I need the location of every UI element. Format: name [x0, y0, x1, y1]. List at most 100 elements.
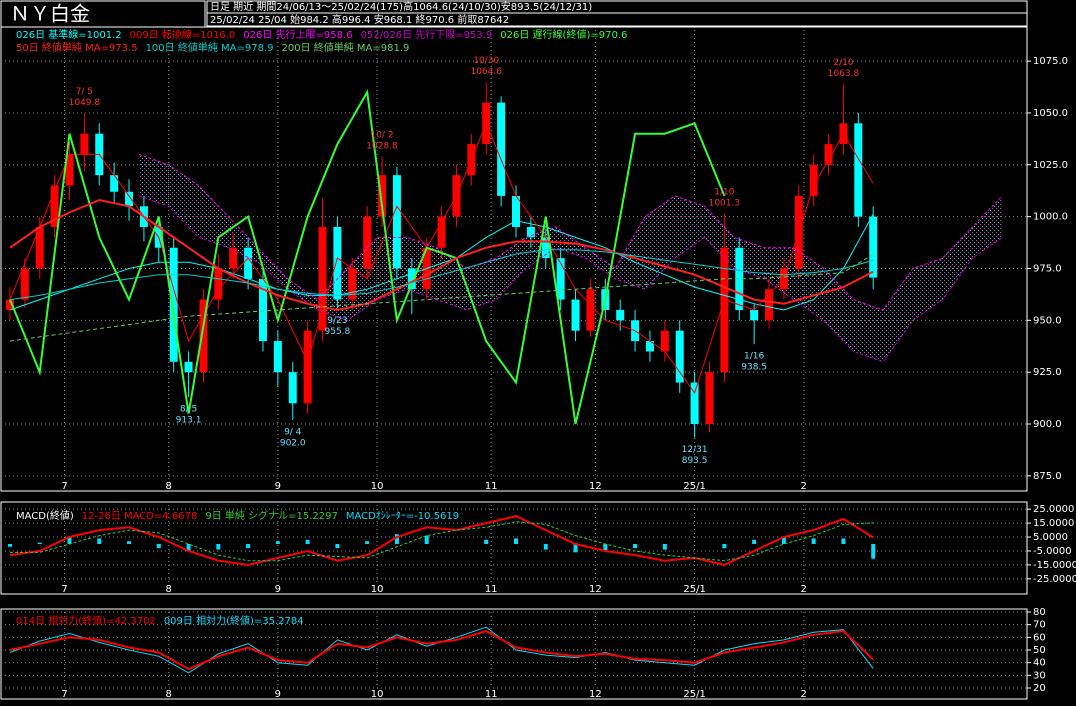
x-tick-label: 11 — [485, 584, 498, 595]
candle-body — [541, 237, 550, 259]
histogram-bar — [335, 544, 340, 549]
candle-body — [273, 341, 282, 373]
x-tick-label: 8 — [166, 481, 172, 492]
candle-body — [363, 216, 372, 269]
y-tick-label: 60 — [1033, 632, 1046, 643]
candle-body — [214, 268, 223, 300]
series-line — [138, 153, 1003, 311]
candle-body — [80, 133, 89, 155]
histogram-bar — [97, 538, 102, 544]
candle-body — [5, 299, 14, 310]
x-tick-label: 25/1 — [683, 689, 705, 700]
candle-body — [184, 361, 193, 373]
candle-body — [199, 299, 208, 373]
histogram-bar — [573, 544, 578, 553]
x-tick-label: 12 — [589, 481, 602, 492]
y-tick-label: 50 — [1033, 645, 1046, 656]
histogram-bar — [37, 542, 42, 544]
candle-body — [765, 289, 774, 321]
x-tick-label: 8 — [166, 584, 172, 595]
legend-entry: 50日 終値単純 MA=973.5 — [16, 41, 138, 54]
candle-body — [288, 372, 297, 404]
legend-entry: MACD(終値) — [16, 509, 74, 522]
annotation-value: 1049.8 — [69, 98, 101, 108]
x-tick-label: 25/1 — [683, 481, 705, 492]
histogram-bar — [216, 544, 221, 550]
annotation-value: 1064.6 — [470, 67, 502, 77]
series-line — [9, 249, 874, 301]
x-tick-label: 2 — [801, 689, 807, 700]
y-tick-label: 20 — [1033, 683, 1046, 694]
histogram-bar — [127, 541, 132, 544]
annotation-value: 1063.8 — [828, 69, 860, 79]
y-tick-label: 1000.0 — [1033, 212, 1068, 223]
candle-body — [303, 330, 312, 404]
annotation-value: 902.0 — [280, 438, 306, 448]
histogram-bar — [365, 541, 370, 544]
candle-body — [244, 247, 253, 279]
y-tick-label: 1075.0 — [1033, 56, 1068, 67]
y-tick-label: 875.0 — [1033, 471, 1062, 482]
histogram-bar — [722, 544, 727, 549]
histogram-bar — [186, 544, 191, 551]
annotation-value: 893.5 — [682, 456, 708, 466]
histogram-bar — [514, 538, 518, 544]
candle-body — [660, 330, 669, 352]
legend-entry: 200日 終値単純 MA=981.9 — [281, 41, 409, 54]
annotation-date: 8/ 5 — [180, 404, 197, 414]
candle-body — [586, 289, 595, 331]
y-tick-label: 80 — [1033, 607, 1046, 618]
histogram-bar — [484, 539, 489, 544]
candle-body — [705, 372, 714, 425]
y-tick-label: 1025.0 — [1033, 160, 1068, 171]
annotation-date: 1/10 — [714, 187, 734, 197]
histogram-bar — [662, 544, 667, 550]
histogram-bar — [67, 537, 72, 544]
candle-body — [571, 299, 580, 331]
annotation-date: 1/16 — [744, 352, 764, 362]
x-tick-label: 25/1 — [683, 584, 705, 595]
x-tick-label: 9 — [275, 481, 281, 492]
histogram-bar — [543, 544, 548, 550]
series-line — [9, 253, 874, 342]
candle-body — [809, 164, 818, 196]
histogram-bar — [275, 541, 280, 544]
candle-body — [735, 247, 744, 310]
annotation-date: 12/31 — [682, 445, 708, 455]
candle-body — [318, 227, 327, 331]
x-tick-label: 11 — [485, 689, 498, 700]
legend-entry: 052/026日 先行下限=953.9 — [361, 28, 493, 41]
annotation-value: 938.5 — [741, 363, 767, 373]
candle-body — [556, 258, 565, 300]
candle-body — [497, 102, 506, 196]
histogram-bar — [781, 537, 786, 544]
x-tick-label: 8 — [166, 689, 172, 700]
candle-body — [125, 191, 134, 207]
candle-body — [854, 123, 863, 217]
legend-entry: 12-26日 MACD=4.6678 — [82, 511, 198, 522]
series-line — [9, 213, 874, 311]
candle-body — [526, 227, 535, 238]
histogram-bar — [394, 534, 399, 544]
candle-body — [110, 175, 119, 192]
candle-body — [690, 382, 699, 425]
candle-body — [437, 216, 446, 248]
y-tick-label: -25.0000 — [1033, 574, 1076, 585]
histogram-bar — [871, 544, 876, 559]
series-line — [138, 195, 1003, 363]
candle-body — [407, 268, 416, 290]
x-tick-label: 7 — [61, 584, 67, 595]
legend-entry: 009日 相対力(終値)=35.2784 — [164, 614, 304, 627]
subtitle: 日足 期近 期間24/06/13～25/02/24(175)高1064.6(24… — [210, 0, 592, 13]
annotation-value: 1001.3 — [709, 198, 741, 208]
y-tick-label: 70 — [1033, 620, 1046, 631]
annotation-date: 9/23 — [327, 316, 347, 326]
candle-body — [616, 309, 625, 321]
annotation-date: 7/ 5 — [76, 87, 93, 97]
y-tick-label: 5.0000 — [1033, 532, 1068, 543]
y-tick-label: 30 — [1033, 670, 1046, 681]
candle-body — [869, 216, 878, 278]
candle-body — [750, 309, 759, 321]
